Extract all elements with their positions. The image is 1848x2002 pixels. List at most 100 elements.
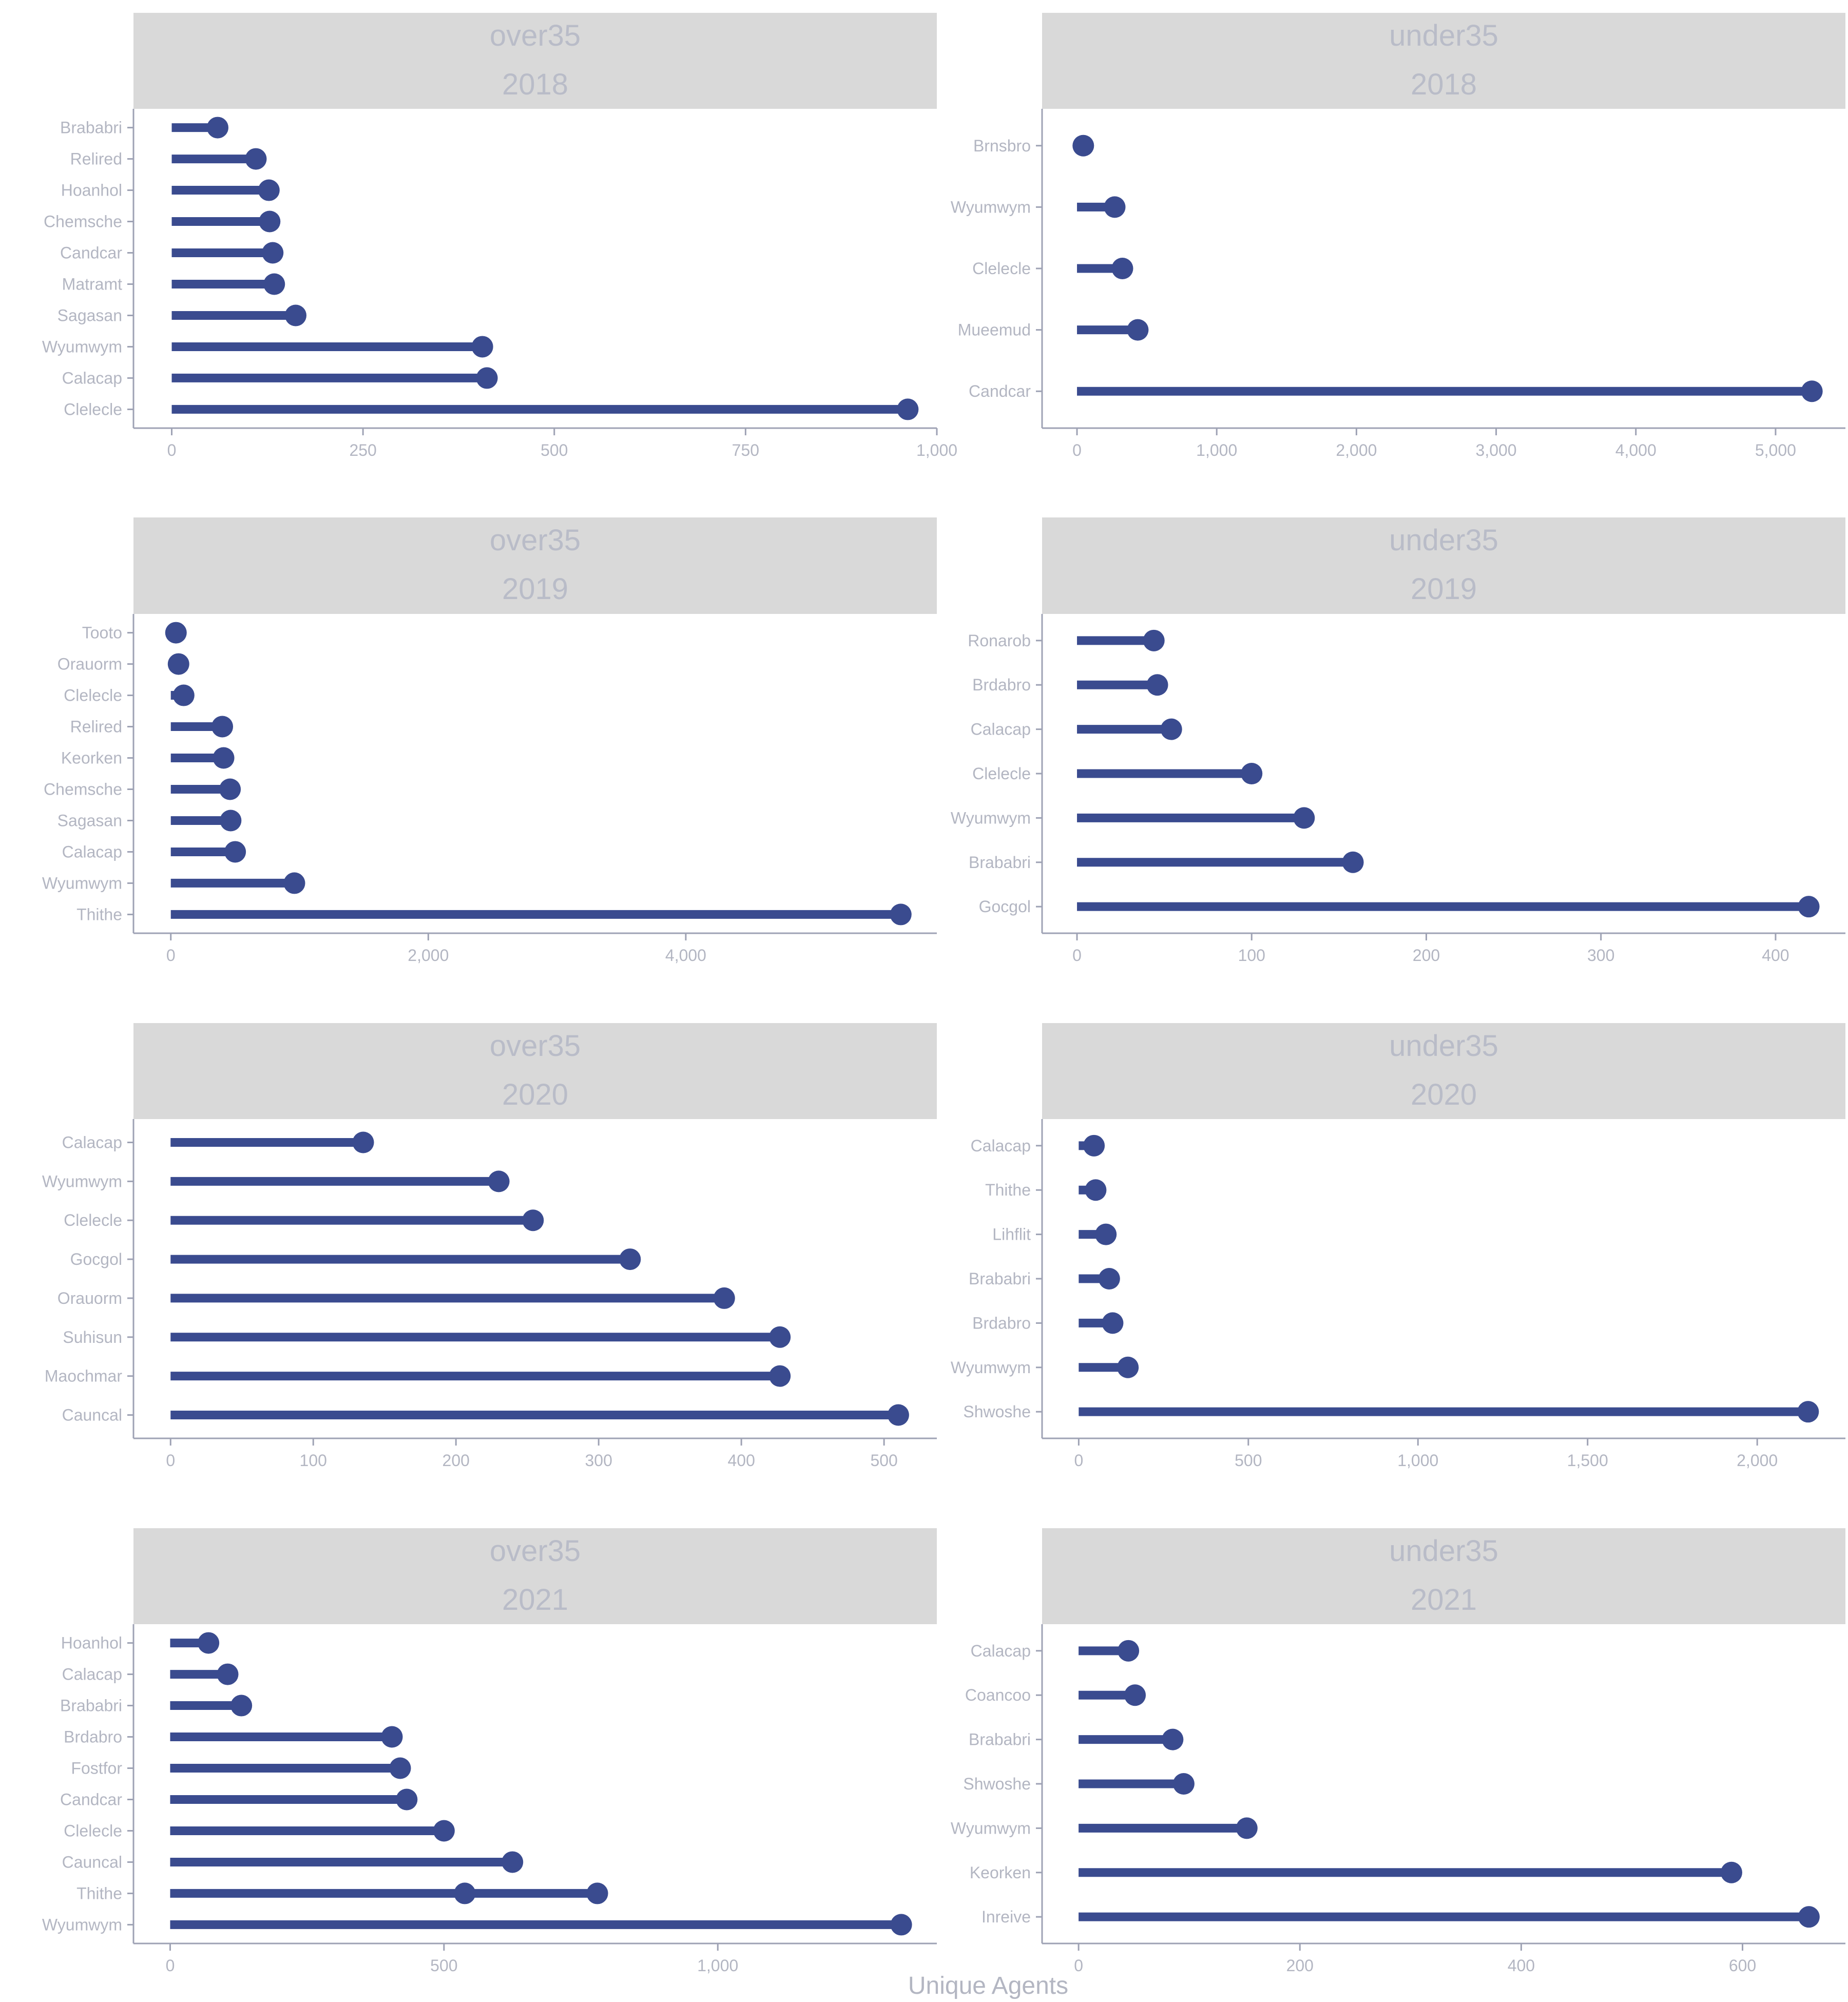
- y-tick-label: Brababri: [969, 1730, 1031, 1749]
- x-tick-label: 4,000: [1615, 441, 1657, 459]
- x-tick-label: 0: [167, 441, 177, 459]
- facet-strip-group-label: under35: [1389, 19, 1498, 52]
- lollipop-point: [1124, 1684, 1146, 1706]
- x-axis-title: Unique Agents: [908, 1972, 1068, 1999]
- facet-strip-group-label: under35: [1389, 1029, 1498, 1063]
- x-tick-label: 100: [300, 1451, 327, 1470]
- facet-strip: [1042, 13, 1845, 109]
- y-tick-label: Cauncal: [62, 1853, 122, 1871]
- lollipop-point: [890, 903, 912, 926]
- x-tick-label: 500: [541, 441, 568, 459]
- lollipop-point: [897, 398, 919, 420]
- facet-strip-group-label: over35: [490, 1534, 581, 1568]
- y-tick-label: Mueemud: [958, 321, 1031, 339]
- x-tick-label: 1,000: [916, 441, 957, 459]
- lollipop-point: [1146, 674, 1168, 696]
- y-tick-label: Wyumwym: [42, 874, 122, 892]
- x-tick-label: 300: [585, 1451, 612, 1470]
- y-tick-label: Shwoshe: [963, 1402, 1031, 1421]
- facet-strip-group-label: under35: [1389, 1534, 1498, 1568]
- y-tick-label: Wyumwym: [951, 198, 1031, 216]
- y-tick-label: Clelecle: [972, 259, 1031, 278]
- x-tick-label: 3,000: [1476, 441, 1517, 459]
- y-tick-label: Brnsbro: [973, 137, 1031, 155]
- facet-strip-year-label: 2020: [1411, 1078, 1477, 1111]
- x-tick-label: 2,000: [1737, 1451, 1778, 1470]
- lollipop-point: [1083, 1134, 1105, 1157]
- y-tick-label: Wyumwym: [42, 1172, 122, 1190]
- lollipop-point: [217, 1663, 239, 1685]
- y-tick-label: Clelecle: [64, 400, 122, 418]
- x-tick-label: 1,000: [697, 1956, 738, 1975]
- x-tick-label: 1,000: [1196, 441, 1237, 459]
- y-tick-label: Calacap: [62, 842, 122, 861]
- lollipop-point: [1342, 851, 1364, 873]
- facet-strip: [1042, 1023, 1845, 1119]
- y-tick-label: Sagasan: [57, 811, 122, 830]
- lollipop-point: [259, 210, 281, 233]
- y-tick-label: Ronarob: [968, 631, 1031, 650]
- lollipop-point: [245, 148, 267, 170]
- lollipop-point: [1117, 1356, 1139, 1378]
- lollipop-point: [198, 1632, 220, 1654]
- lollipop-point: [488, 1170, 510, 1192]
- lollipop-point: [1160, 718, 1182, 740]
- x-tick-label: 2,000: [408, 946, 449, 965]
- lollipop-point: [1236, 1817, 1258, 1839]
- facet-strip-year-label: 2020: [502, 1078, 568, 1111]
- lollipop-point: [522, 1209, 544, 1231]
- facet-strip-year-label: 2021: [502, 1583, 568, 1616]
- y-tick-label: Thithe: [76, 1884, 122, 1902]
- lollipop-point: [206, 117, 228, 139]
- y-tick-label: Wyumwym: [951, 808, 1031, 827]
- y-tick-label: Brababri: [60, 1697, 122, 1715]
- lollipop-point: [713, 1287, 735, 1309]
- x-tick-label: 300: [1587, 946, 1614, 965]
- y-tick-label: Calacap: [62, 1665, 122, 1684]
- x-tick-label: 750: [732, 441, 759, 459]
- y-tick-label: Tooto: [82, 624, 122, 642]
- y-tick-label: Calacap: [62, 369, 122, 387]
- y-tick-label: Clelecle: [64, 686, 122, 705]
- lollipop-point: [769, 1326, 791, 1348]
- facet-panel-under35-2020: under35 2020 0 500 1,000 1,500 2,000 Calacap Thi…: [951, 1023, 1845, 1470]
- x-tick-label: 1,500: [1567, 1451, 1608, 1470]
- facet-strip-group-label: under35: [1389, 524, 1498, 557]
- y-tick-label: Gocgol: [979, 897, 1031, 916]
- y-tick-label: Chemsche: [44, 213, 122, 231]
- lollipop-point: [769, 1365, 791, 1387]
- x-tick-label: 600: [1729, 1956, 1756, 1975]
- facet-strip-year-label: 2018: [1411, 68, 1477, 101]
- y-tick-label: Lihflit: [992, 1225, 1031, 1244]
- lollipop-point: [284, 304, 306, 326]
- x-tick-label: 0: [1072, 946, 1082, 965]
- y-tick-label: Brababri: [969, 853, 1031, 872]
- facet-strip-group-label: over35: [490, 19, 581, 52]
- facet-strip: [133, 1528, 937, 1624]
- lollipop-point: [1720, 1861, 1742, 1883]
- x-tick-label: 200: [442, 1451, 470, 1470]
- lollipop-point: [1111, 258, 1133, 279]
- x-tick-label: 0: [1074, 1451, 1083, 1470]
- facet-strip-year-label: 2021: [1411, 1583, 1477, 1616]
- lollipop-extra-point: [454, 1882, 476, 1904]
- x-tick-label: 0: [166, 1956, 175, 1975]
- lollipop-point: [283, 872, 305, 894]
- y-tick-label: Wyumwym: [42, 337, 122, 356]
- lollipop-point: [586, 1882, 608, 1904]
- facet-strip-year-label: 2019: [1411, 572, 1477, 606]
- y-tick-label: Calacap: [971, 1137, 1031, 1155]
- x-tick-label: 0: [1074, 1956, 1083, 1975]
- lollipop-point: [1095, 1223, 1117, 1245]
- x-tick-label: 400: [727, 1451, 755, 1470]
- y-tick-label: Maochmar: [45, 1367, 123, 1385]
- facet-strip-year-label: 2018: [502, 68, 568, 101]
- facet-panel-under35-2018: under35 2018 0 1,000 2,000 3,000 4,000 5,000 Brn…: [951, 13, 1845, 459]
- y-tick-label: Hoanhol: [61, 1634, 122, 1652]
- lollipop-point: [887, 1404, 909, 1426]
- y-tick-label: Suhisun: [63, 1328, 122, 1346]
- y-tick-label: Keorken: [61, 749, 122, 767]
- x-tick-label: 500: [1235, 1451, 1262, 1470]
- facet-panel-over35-2021: over35 2021 0 500 1,000 Hoanhol Calacap Brababr…: [42, 1528, 937, 1975]
- facet-panel-over35-2018: over35 2018 0 250 500 750 1,000 Brababri Relired…: [42, 13, 957, 459]
